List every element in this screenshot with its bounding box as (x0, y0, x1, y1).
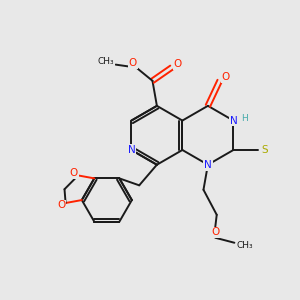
Text: N: N (204, 160, 212, 170)
Text: O: O (221, 72, 230, 82)
Text: O: O (57, 200, 65, 210)
Text: O: O (173, 59, 181, 69)
Text: O: O (211, 227, 219, 237)
Text: O: O (129, 58, 137, 68)
Text: N: N (128, 145, 135, 155)
Text: N: N (230, 116, 237, 126)
Text: CH₃: CH₃ (236, 241, 253, 250)
Text: H: H (241, 114, 248, 123)
Text: O: O (70, 168, 78, 178)
Text: S: S (262, 145, 268, 155)
Text: CH₃: CH₃ (98, 57, 115, 66)
